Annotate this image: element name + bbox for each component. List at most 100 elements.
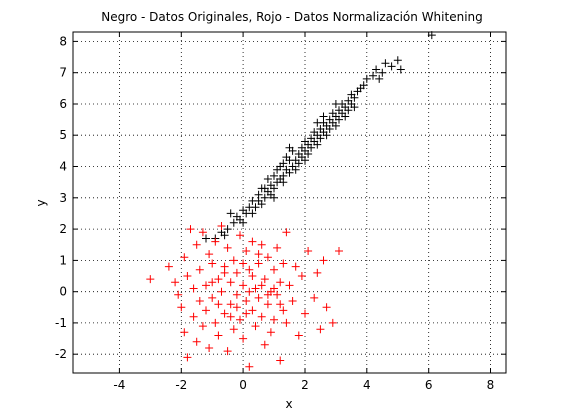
data-point — [270, 315, 278, 324]
data-point — [183, 353, 192, 362]
data-point — [263, 300, 272, 309]
y-axis-label: y — [34, 199, 48, 206]
data-point — [313, 268, 322, 277]
data-point — [335, 115, 343, 124]
data-point — [242, 309, 251, 318]
data-point — [248, 209, 257, 218]
data-point — [270, 171, 278, 180]
data-point — [378, 68, 387, 77]
y-tick-label: -1 — [55, 316, 67, 330]
data-point — [291, 262, 300, 271]
data-point — [282, 318, 291, 327]
data-point — [372, 65, 381, 74]
data-series — [146, 31, 436, 371]
data-point — [214, 300, 223, 309]
data-point — [304, 247, 313, 255]
data-point — [226, 300, 235, 309]
data-point — [322, 131, 331, 140]
data-point — [226, 278, 235, 287]
data-point — [242, 247, 251, 255]
y-tick-label: 4 — [59, 160, 67, 174]
data-point — [208, 278, 217, 287]
data-point — [171, 278, 180, 287]
data-point — [251, 322, 260, 331]
data-point — [294, 331, 303, 340]
data-point — [214, 331, 223, 340]
data-point — [304, 150, 313, 158]
data-point — [291, 165, 300, 174]
data-point — [180, 253, 189, 262]
data-point — [328, 318, 337, 327]
data-point — [186, 225, 195, 234]
data-point — [245, 265, 254, 274]
data-point — [301, 309, 309, 318]
data-point — [245, 287, 254, 296]
data-point — [270, 193, 278, 202]
data-point — [236, 315, 244, 324]
data-point — [285, 143, 294, 152]
x-tick-label: 6 — [425, 378, 433, 392]
data-point — [202, 234, 210, 243]
data-point — [229, 256, 238, 265]
data-point — [310, 293, 319, 302]
data-point — [316, 134, 325, 143]
x-tick-label: 2 — [301, 378, 309, 392]
data-point — [270, 184, 278, 193]
data-point — [214, 275, 223, 284]
series-1 — [146, 222, 343, 371]
data-point — [248, 306, 257, 315]
data-point — [251, 203, 260, 212]
data-point — [177, 303, 186, 312]
data-point — [341, 112, 350, 121]
data-point — [220, 268, 229, 277]
data-point — [263, 290, 272, 299]
data-point — [220, 231, 229, 240]
data-point — [248, 272, 257, 280]
data-point — [208, 259, 217, 268]
data-point — [195, 265, 204, 274]
data-point — [205, 250, 214, 259]
y-tick-label: 2 — [59, 222, 67, 236]
data-point — [223, 225, 232, 234]
data-point — [350, 103, 359, 112]
data-point — [226, 209, 235, 218]
data-point — [369, 71, 377, 80]
data-point — [239, 334, 248, 343]
data-point — [254, 250, 263, 259]
x-tick-label: -4 — [113, 378, 125, 392]
data-point — [257, 184, 266, 193]
data-point — [313, 118, 322, 127]
data-point — [307, 143, 316, 152]
data-point — [195, 297, 204, 305]
data-point — [260, 275, 269, 284]
data-point — [146, 275, 155, 284]
data-point — [260, 340, 269, 349]
data-point — [211, 318, 220, 327]
y-tick-label: 7 — [59, 66, 67, 80]
data-point — [279, 306, 288, 315]
y-tick-label: 1 — [59, 253, 67, 267]
data-point — [276, 300, 285, 309]
data-point — [248, 237, 257, 246]
data-point — [217, 287, 226, 296]
data-point — [273, 243, 282, 252]
data-point — [316, 325, 325, 334]
data-point — [375, 74, 384, 83]
data-point — [189, 284, 198, 293]
data-point — [322, 303, 331, 312]
data-point — [381, 59, 390, 68]
data-point — [180, 328, 189, 337]
data-point — [285, 168, 294, 177]
data-point — [359, 81, 368, 90]
data-point — [313, 140, 322, 149]
data-point — [239, 218, 248, 227]
x-tick-label: 4 — [363, 378, 371, 392]
data-point — [387, 62, 396, 71]
data-point — [198, 228, 207, 237]
data-point — [208, 293, 217, 302]
data-point — [223, 243, 232, 252]
data-point — [164, 262, 173, 271]
data-point — [266, 328, 275, 337]
data-point — [236, 231, 244, 240]
series-0 — [202, 31, 436, 243]
